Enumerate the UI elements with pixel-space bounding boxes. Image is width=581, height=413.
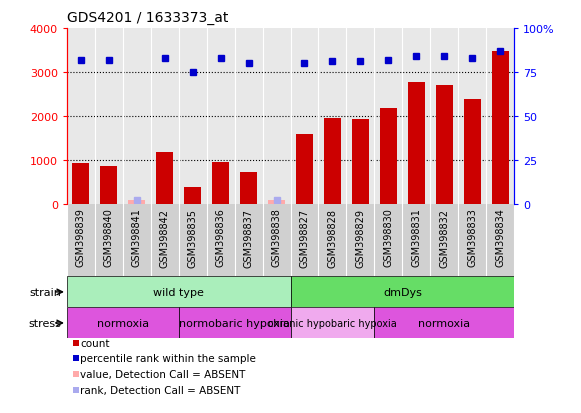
Text: GSM398832: GSM398832 bbox=[439, 208, 449, 267]
Text: wild type: wild type bbox=[153, 287, 204, 297]
Bar bbox=[184, 188, 201, 204]
Text: GSM398834: GSM398834 bbox=[495, 208, 505, 267]
Text: dmDys: dmDys bbox=[383, 287, 422, 297]
Bar bbox=[73, 164, 89, 204]
Bar bbox=[324, 119, 341, 204]
Text: rank, Detection Call = ABSENT: rank, Detection Call = ABSENT bbox=[80, 385, 241, 395]
Bar bbox=[408, 83, 425, 204]
Text: GSM398831: GSM398831 bbox=[411, 208, 421, 267]
Bar bbox=[374, 308, 514, 339]
Bar bbox=[296, 135, 313, 204]
Text: GSM398833: GSM398833 bbox=[467, 208, 477, 267]
Text: GSM398830: GSM398830 bbox=[383, 208, 393, 267]
Bar bbox=[380, 109, 397, 204]
Bar bbox=[156, 153, 173, 204]
Bar bbox=[67, 277, 290, 308]
Text: GSM398829: GSM398829 bbox=[356, 208, 365, 267]
Bar bbox=[290, 277, 514, 308]
Text: normobaric hypoxia: normobaric hypoxia bbox=[179, 318, 290, 328]
Bar bbox=[464, 100, 480, 204]
Text: GSM398828: GSM398828 bbox=[328, 208, 338, 267]
Text: GSM398837: GSM398837 bbox=[243, 208, 253, 267]
Text: GSM398836: GSM398836 bbox=[216, 208, 225, 267]
Bar bbox=[101, 166, 117, 204]
Text: value, Detection Call = ABSENT: value, Detection Call = ABSENT bbox=[80, 369, 245, 379]
Bar bbox=[290, 308, 374, 339]
Bar bbox=[212, 163, 229, 204]
Bar bbox=[352, 120, 369, 204]
Text: chronic hypobaric hypoxia: chronic hypobaric hypoxia bbox=[268, 318, 397, 328]
Bar bbox=[436, 86, 453, 204]
Text: GSM398839: GSM398839 bbox=[76, 208, 86, 267]
Text: percentile rank within the sample: percentile rank within the sample bbox=[80, 354, 256, 363]
Text: GSM398838: GSM398838 bbox=[271, 208, 282, 267]
Text: GSM398840: GSM398840 bbox=[104, 208, 114, 267]
Bar bbox=[492, 52, 508, 204]
Bar bbox=[240, 173, 257, 204]
Text: normoxia: normoxia bbox=[418, 318, 471, 328]
Text: GSM398835: GSM398835 bbox=[188, 208, 198, 267]
Text: GDS4201 / 1633373_at: GDS4201 / 1633373_at bbox=[67, 11, 228, 25]
Bar bbox=[128, 201, 145, 204]
Bar bbox=[268, 201, 285, 204]
Text: GSM398827: GSM398827 bbox=[299, 208, 310, 267]
Text: count: count bbox=[80, 338, 110, 348]
Text: normoxia: normoxia bbox=[96, 318, 149, 328]
Bar bbox=[67, 308, 179, 339]
Text: GSM398842: GSM398842 bbox=[160, 208, 170, 267]
Text: GSM398841: GSM398841 bbox=[132, 208, 142, 267]
Text: strain: strain bbox=[29, 287, 61, 297]
Text: stress: stress bbox=[28, 318, 61, 328]
Bar bbox=[179, 308, 290, 339]
